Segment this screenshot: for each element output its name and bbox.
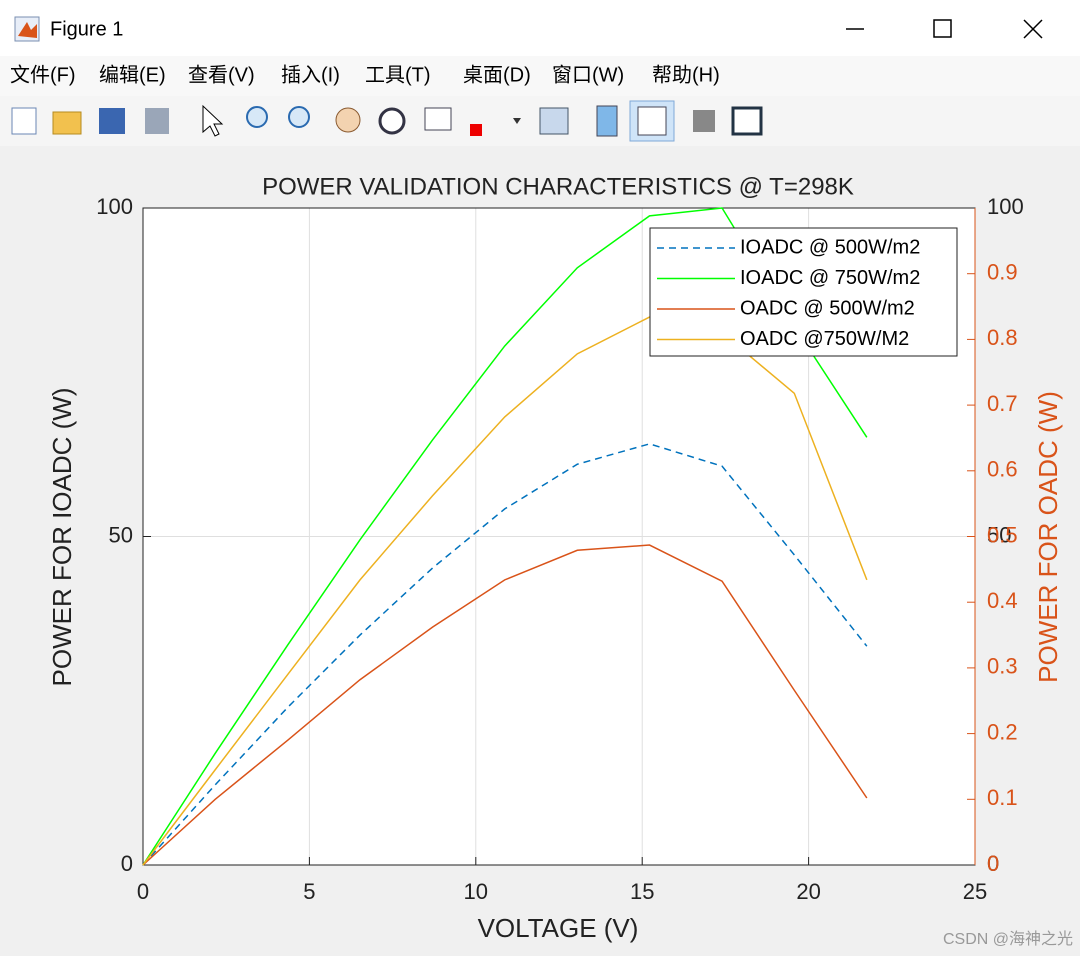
tool-rotate[interactable]: [378, 107, 406, 135]
x-tick-label: 20: [796, 879, 820, 904]
y2-tick-label: 0.1: [987, 785, 1018, 810]
toolbar-icons: [11, 100, 763, 142]
x-tick-label: 25: [963, 879, 987, 904]
series-line: [142, 443, 868, 866]
x-tick-label: 0: [137, 879, 149, 904]
y2-tick-label: 0.6: [987, 457, 1018, 482]
y2-tick-label: 0.3: [987, 654, 1018, 679]
tool-save[interactable]: [99, 108, 125, 134]
y-tick-label-right: 50: [987, 522, 1011, 547]
y-axis-label: POWER FOR IOADC (W): [47, 388, 77, 687]
y-tick-label: 50: [109, 522, 133, 547]
menu-bar: [0, 56, 1080, 96]
y-tick-label-right: 100: [987, 194, 1024, 219]
x-tick-label: 10: [464, 879, 488, 904]
y2-tick-label: 0.2: [987, 719, 1018, 744]
menu: 文件(F) 编辑(E) 查看(V) 插入(I) 工具(T) 桌面(D) 窗口(W) 帮助(H): [10, 63, 720, 86]
tool-zoom-in[interactable]: [246, 106, 268, 128]
menu-item[interactable]: 桌面(D): [463, 63, 531, 86]
menu-item[interactable]: 帮助(H): [652, 63, 720, 86]
menu-item[interactable]: 文件(F): [10, 63, 76, 86]
legend-label: OADC @750W/M2: [740, 328, 909, 350]
tool-brush[interactable]: [470, 124, 482, 136]
app-icon-shape: [18, 22, 37, 38]
tool-datatip[interactable]: [424, 107, 452, 131]
y2-tick-label: 0.5: [987, 522, 1018, 547]
y2-tick-label: 0.9: [987, 260, 1018, 285]
tool-pointer[interactable]: [202, 104, 224, 137]
y2-axis-label: POWER FOR OADC (W): [1033, 391, 1063, 683]
y-tick-label-right: 0: [987, 851, 999, 876]
menu-item[interactable]: 窗口(W): [552, 63, 624, 86]
tool-colorbar[interactable]: [596, 105, 618, 137]
x-tick-label: 15: [630, 879, 654, 904]
menu-item[interactable]: 编辑(E): [99, 63, 166, 86]
tool-open[interactable]: [52, 111, 82, 135]
y2-tick-label: 0.4: [987, 588, 1018, 613]
menu-item[interactable]: 插入(I): [281, 63, 340, 86]
x-tick-label: 5: [303, 879, 315, 904]
legend-label: OADC @ 500W/m2: [740, 297, 915, 319]
y-tick-label: 0: [121, 851, 133, 876]
chart-title: POWER VALIDATION CHARACTERISTICS @ T=298…: [262, 173, 854, 200]
tool-print[interactable]: [145, 108, 169, 134]
close-button[interactable]: [1023, 19, 1043, 39]
legend-label: IOADC @ 500W/m2: [740, 236, 920, 258]
tool-dock[interactable]: [731, 106, 763, 136]
y2-tick-label: 0.7: [987, 391, 1018, 416]
watermark: CSDN @海神之光: [943, 930, 1073, 948]
tool-legend[interactable]: [637, 106, 667, 136]
y2-tick-label: 0.8: [987, 325, 1018, 350]
y2-tick-label: 0: [987, 851, 999, 876]
menu-item[interactable]: 工具(T): [365, 64, 431, 86]
tool-hide[interactable]: [693, 110, 715, 132]
tool-zoom-out[interactable]: [288, 106, 310, 128]
tool-new[interactable]: [11, 107, 37, 135]
title-bar: [0, 0, 1080, 56]
maximize-button[interactable]: [933, 19, 952, 38]
tool-link[interactable]: [539, 107, 569, 135]
y-tick-label: 100: [96, 194, 133, 219]
legend-label: IOADC @ 750W/m2: [740, 267, 920, 289]
window-title: Figure 1: [50, 18, 123, 40]
series-line: [142, 544, 868, 866]
legend-box: [649, 227, 958, 357]
menu-item[interactable]: 查看(V): [188, 63, 255, 86]
tool-dropdown[interactable]: [513, 118, 521, 124]
tool-pan[interactable]: [335, 107, 361, 133]
x-axis-label: VOLTAGE (V): [478, 913, 639, 943]
